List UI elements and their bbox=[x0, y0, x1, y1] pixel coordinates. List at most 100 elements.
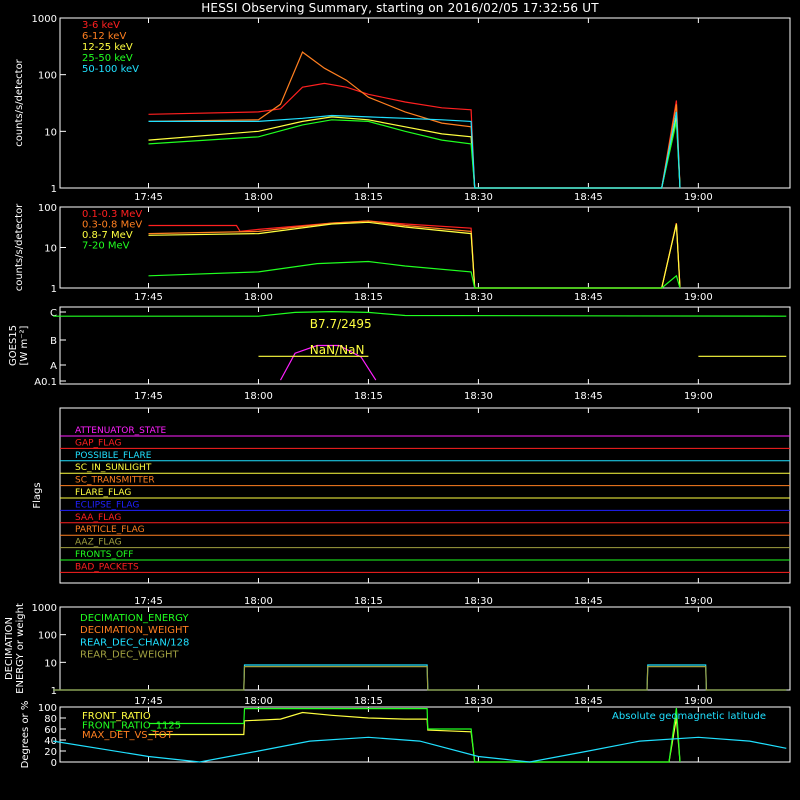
series-line bbox=[148, 111, 681, 189]
y-tick-label: 100 bbox=[38, 703, 57, 714]
series-line bbox=[53, 310, 787, 317]
y-axis-unit: [W m⁻²] bbox=[19, 325, 30, 365]
x-tick-label: 18:15 bbox=[354, 292, 383, 303]
legend-entry: 7-20 MeV bbox=[82, 241, 130, 252]
y-axis-label: DECIMATION bbox=[4, 617, 15, 680]
flag-label: AAZ_FLAG bbox=[75, 538, 122, 548]
x-tick-label: 18:45 bbox=[574, 696, 603, 707]
series-line bbox=[148, 220, 681, 289]
x-tick-label: 18:45 bbox=[574, 292, 603, 303]
y-tick-label: 1000 bbox=[32, 603, 57, 614]
y-tick-label: 1 bbox=[51, 284, 57, 295]
y-tick-label: 10 bbox=[44, 244, 57, 255]
x-tick-label: 18:00 bbox=[244, 192, 273, 203]
x-tick-label: 18:15 bbox=[354, 192, 383, 203]
flag-label: PARTICLE_FLAG bbox=[75, 525, 145, 535]
panel-frame-5 bbox=[59, 706, 791, 763]
y-tick-label: A bbox=[50, 361, 57, 372]
series-line bbox=[148, 221, 681, 289]
legend-entry: 6-12 keV bbox=[82, 31, 126, 42]
y-tick-label: 40 bbox=[44, 736, 57, 747]
panel-frame-1 bbox=[59, 206, 791, 289]
flag-label: BAD_PACKETS bbox=[75, 562, 139, 572]
y-tick-label: 1000 bbox=[32, 14, 57, 25]
goes-class-annotation: B7.7/2495 bbox=[310, 317, 372, 331]
flag-label: SAA_FLAG bbox=[75, 513, 121, 523]
x-tick-label: 18:45 bbox=[574, 391, 603, 402]
panel-frame-0 bbox=[59, 17, 791, 189]
legend-entry: 25-50 keV bbox=[82, 53, 133, 64]
legend-entry: 12-25 keV bbox=[82, 42, 133, 53]
x-tick-label: 17:45 bbox=[134, 192, 163, 203]
series-line bbox=[148, 707, 681, 763]
y-tick-label: 80 bbox=[44, 714, 57, 725]
y-tick-label: 20 bbox=[44, 747, 57, 758]
y-axis-label: Flags bbox=[32, 482, 43, 508]
series-line bbox=[53, 736, 787, 763]
legend-entry: FRONT_RATIO bbox=[82, 711, 151, 722]
x-tick-label: 19:00 bbox=[684, 391, 713, 402]
flag-label: SC_IN_SUNLIGHT bbox=[75, 463, 152, 473]
x-tick-label: 18:45 bbox=[574, 192, 603, 203]
series-line bbox=[279, 344, 377, 381]
x-tick-label: 19:00 bbox=[684, 696, 713, 707]
flag-label: ATTENUATOR_STATE bbox=[75, 426, 167, 436]
x-tick-label: 18:45 bbox=[574, 596, 603, 607]
legend-entry: 0.3-0.8 MeV bbox=[82, 220, 142, 231]
legend-entry: DECIMATION_WEIGHT bbox=[80, 625, 189, 636]
y-axis-label: Degrees or % bbox=[20, 701, 31, 769]
legend-entry: FRONT_RATIO_1125 bbox=[82, 721, 181, 732]
y-tick-label: 100 bbox=[38, 631, 57, 642]
y-tick-label: C bbox=[50, 308, 57, 319]
x-tick-label: 18:15 bbox=[354, 696, 383, 707]
x-tick-label: 18:15 bbox=[354, 391, 383, 402]
series-line bbox=[148, 711, 681, 763]
y-tick-label: 1 bbox=[51, 184, 57, 195]
x-tick-label: 18:00 bbox=[244, 292, 273, 303]
series-line bbox=[53, 664, 787, 691]
series-line bbox=[148, 82, 681, 189]
x-tick-label: 18:30 bbox=[464, 292, 493, 303]
y-tick-label: 1 bbox=[51, 686, 57, 697]
x-tick-label: 19:00 bbox=[684, 596, 713, 607]
y-tick-label: 10 bbox=[44, 127, 57, 138]
y-axis-label: counts/s/detector bbox=[14, 203, 25, 291]
series-line bbox=[148, 51, 681, 189]
flag-label: GAP_FLAG bbox=[75, 438, 121, 448]
legend-entry: 3-6 keV bbox=[82, 20, 120, 31]
x-tick-label: 18:30 bbox=[464, 192, 493, 203]
legend-entry: REAR_DEC_WEIGHT bbox=[80, 650, 179, 661]
x-tick-label: 19:00 bbox=[684, 292, 713, 303]
latitude-annotation: Absolute geomagnetic latitude bbox=[612, 711, 766, 722]
flag-label: FLARE_FLAG bbox=[75, 488, 131, 498]
x-tick-label: 17:45 bbox=[134, 292, 163, 303]
y-tick-label: 60 bbox=[44, 725, 57, 736]
x-tick-label: 18:00 bbox=[244, 391, 273, 402]
panel-frame-4 bbox=[59, 606, 791, 691]
y-tick-label: A0.1 bbox=[34, 377, 57, 388]
x-tick-label: 18:00 bbox=[244, 696, 273, 707]
series-line bbox=[148, 116, 681, 189]
x-tick-label: 19:00 bbox=[684, 192, 713, 203]
page-title: HESSI Observing Summary, starting on 201… bbox=[201, 1, 599, 15]
legend-entry: DECIMATION_ENERGY bbox=[80, 613, 189, 624]
legend-entry: MAX_DET_VS_TOT bbox=[82, 730, 174, 741]
legend-entry: 0.8-7 MeV bbox=[82, 230, 133, 241]
y-tick-label: 10 bbox=[44, 658, 57, 669]
y-tick-label: 100 bbox=[38, 203, 57, 214]
flag-label: FRONTS_OFF bbox=[75, 550, 133, 560]
series-line bbox=[53, 665, 787, 691]
y-axis-label: counts/s/detector bbox=[14, 58, 25, 146]
x-tick-label: 18:30 bbox=[464, 696, 493, 707]
flag-label: ECLIPSE_FLAG bbox=[75, 500, 139, 510]
y-tick-label: 0 bbox=[51, 758, 57, 769]
x-tick-label: 18:30 bbox=[464, 596, 493, 607]
series-line bbox=[148, 220, 681, 289]
legend-entry: REAR_DEC_CHAN/128 bbox=[80, 637, 189, 648]
series-line bbox=[148, 119, 681, 189]
y-tick-label: 100 bbox=[38, 71, 57, 82]
x-tick-label: 18:15 bbox=[354, 596, 383, 607]
y-axis-label-2: ENERGY or weight bbox=[15, 603, 26, 694]
x-tick-label: 18:00 bbox=[244, 596, 273, 607]
